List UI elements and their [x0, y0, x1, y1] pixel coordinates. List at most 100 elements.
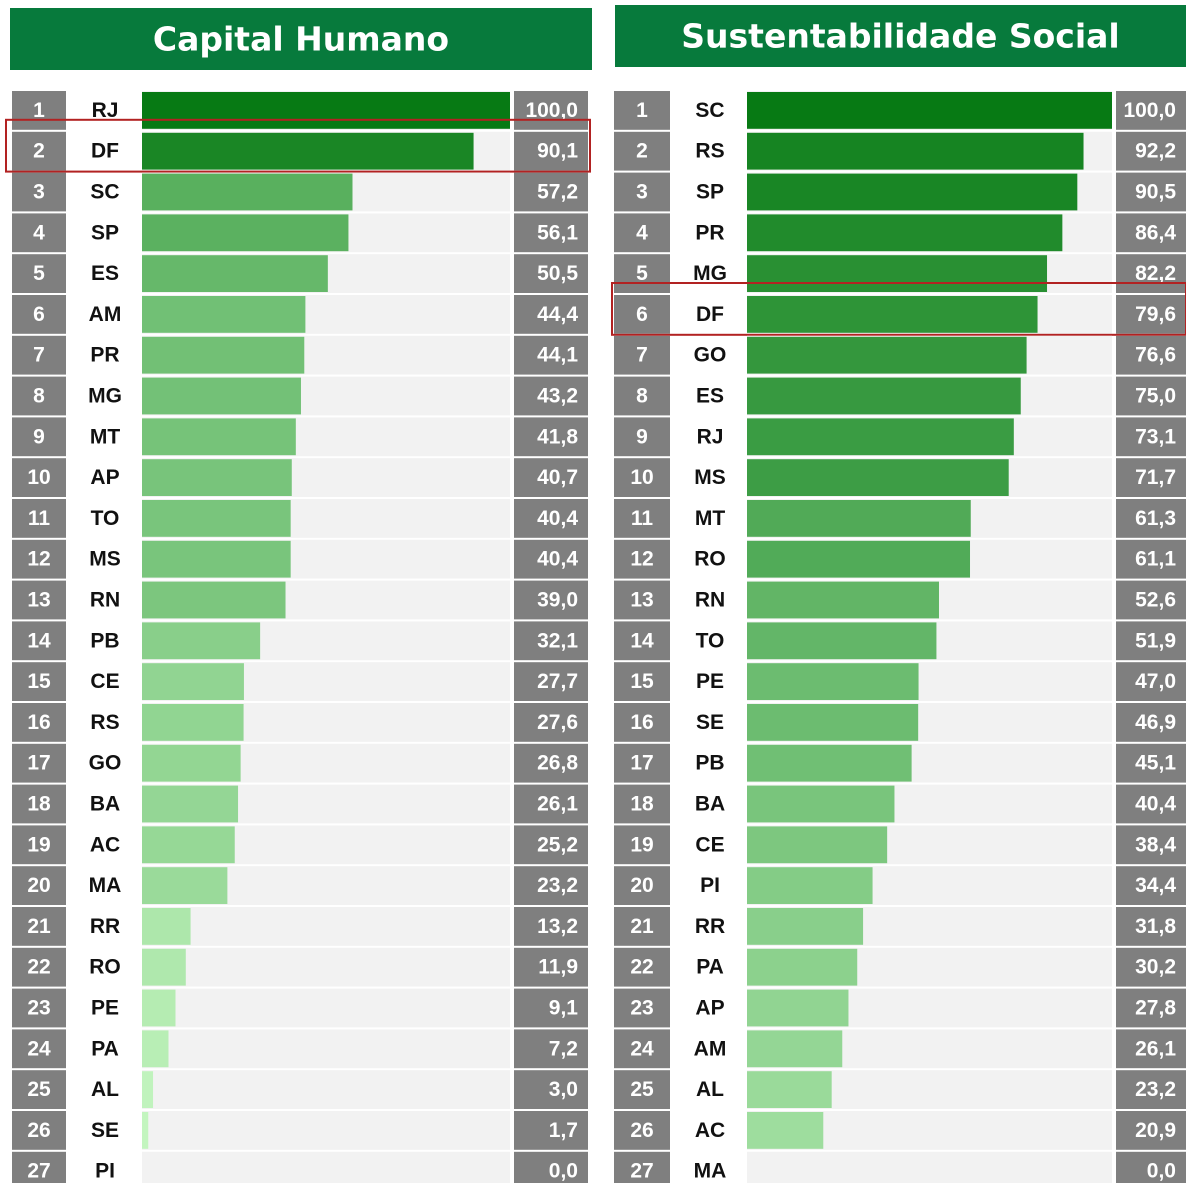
state-label: DF — [91, 140, 119, 163]
bar-track — [142, 907, 510, 946]
rank: 1 — [33, 99, 45, 122]
state-label: BA — [90, 793, 120, 816]
value-label: 61,1 — [1135, 548, 1176, 571]
value-cell — [1116, 91, 1186, 130]
bar — [747, 785, 895, 823]
rank-cell — [12, 784, 66, 824]
bar — [142, 622, 261, 660]
state-label: RN — [695, 589, 725, 612]
bar — [142, 418, 296, 456]
bar — [142, 1112, 149, 1149]
state-label: PI — [700, 874, 720, 897]
value-label: 43,2 — [537, 385, 578, 408]
rank-cell — [12, 988, 66, 1028]
state-label: RO — [89, 956, 121, 979]
state-label: PB — [90, 629, 119, 652]
rank-cell — [614, 458, 670, 497]
value-cell — [1116, 458, 1186, 497]
value-label: 20,9 — [1135, 1119, 1176, 1142]
value-label: 73,1 — [1135, 425, 1176, 448]
rank-cell — [614, 784, 670, 824]
bar — [747, 173, 1078, 211]
bar — [747, 418, 1014, 456]
value-cell — [514, 907, 588, 946]
bar — [747, 1030, 843, 1068]
state-label: PA — [696, 956, 724, 979]
rank-cell — [614, 988, 670, 1028]
rank-cell — [12, 539, 66, 579]
rank: 16 — [630, 711, 653, 734]
bar — [142, 459, 292, 496]
state-label: SE — [91, 1119, 119, 1142]
rank-cell — [614, 376, 670, 416]
value-cell — [514, 866, 588, 905]
value-cell — [514, 172, 588, 212]
value-cell — [1116, 1070, 1186, 1109]
rank: 1 — [636, 99, 648, 122]
bar — [747, 92, 1112, 129]
rank-cell — [12, 662, 66, 701]
header — [615, 5, 1186, 67]
bar — [747, 377, 1021, 415]
state-label: AL — [696, 1078, 724, 1101]
value-cell — [514, 213, 588, 253]
bar-track — [142, 947, 510, 987]
value-label: 27,6 — [537, 711, 578, 734]
bar — [142, 540, 291, 578]
value-label: 3,0 — [549, 1078, 578, 1101]
value-label: 100,0 — [1123, 99, 1176, 122]
rank: 11 — [631, 507, 654, 530]
rank-cell — [614, 91, 670, 130]
rank-cell — [12, 703, 66, 742]
rank: 13 — [630, 589, 653, 612]
rank: 7 — [33, 344, 45, 367]
state-label: SE — [696, 711, 724, 734]
rank: 21 — [27, 915, 51, 938]
state-label: PR — [90, 344, 119, 367]
rank-cell — [614, 907, 670, 946]
value-cell — [514, 295, 588, 334]
value-cell — [514, 1151, 588, 1183]
chart-title: Sustentabilidade Social — [681, 17, 1119, 56]
value-label: 9,1 — [549, 997, 579, 1020]
state-label: TO — [91, 507, 120, 530]
rank-cell — [614, 539, 670, 579]
state-label: PB — [695, 752, 724, 775]
value-cell — [1116, 295, 1186, 334]
value-cell — [514, 662, 588, 701]
rank-cell — [12, 417, 66, 457]
state-label: SP — [696, 181, 724, 204]
rank: 24 — [27, 1037, 51, 1060]
value-cell — [1116, 703, 1186, 742]
state-label: CE — [695, 833, 724, 856]
rank: 19 — [27, 833, 50, 856]
rank: 11 — [28, 507, 51, 530]
rank-cell — [614, 703, 670, 742]
value-cell — [1116, 131, 1186, 171]
state-label: AC — [90, 833, 120, 856]
rank-cell — [12, 335, 66, 375]
rank: 14 — [630, 629, 654, 652]
value-label: 57,2 — [537, 181, 578, 204]
rank: 14 — [27, 629, 51, 652]
state-label: SC — [90, 181, 119, 204]
state-label: AP — [90, 466, 119, 489]
rank: 3 — [636, 181, 648, 204]
rank: 13 — [27, 589, 50, 612]
rank: 4 — [33, 221, 45, 244]
bar — [142, 704, 244, 741]
value-label: 11,9 — [538, 956, 578, 979]
rank-cell — [12, 866, 66, 905]
state-label: MS — [694, 466, 726, 489]
rank-cell — [614, 172, 670, 212]
rank-cell — [12, 376, 66, 416]
rank: 5 — [33, 262, 45, 285]
rank: 6 — [33, 303, 45, 326]
bar — [747, 948, 858, 986]
rank-cell — [12, 1070, 66, 1109]
rank-cell — [614, 1029, 670, 1069]
value-cell — [1116, 499, 1186, 538]
rank: 26 — [630, 1119, 653, 1142]
state-label: GO — [694, 344, 727, 367]
state-label: TO — [696, 629, 725, 652]
